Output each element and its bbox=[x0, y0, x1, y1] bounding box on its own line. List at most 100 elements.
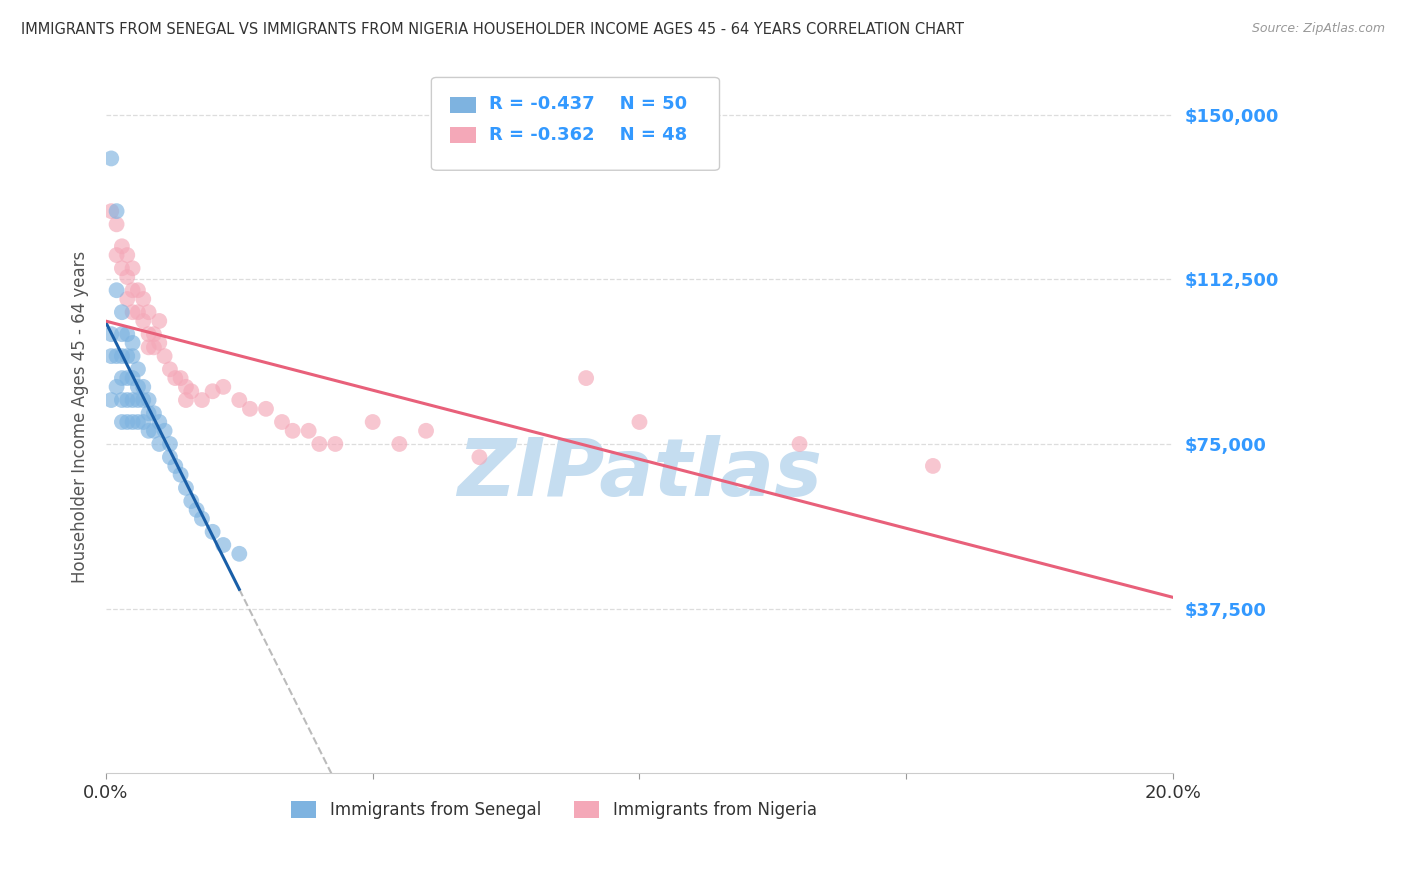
Point bbox=[121, 305, 143, 319]
Point bbox=[127, 362, 149, 376]
Point bbox=[575, 371, 598, 385]
Point bbox=[117, 392, 139, 407]
Point bbox=[132, 314, 155, 328]
Point bbox=[121, 349, 143, 363]
Point bbox=[169, 467, 191, 482]
Point bbox=[121, 335, 143, 350]
Point bbox=[111, 261, 134, 276]
Point bbox=[111, 371, 134, 385]
Point bbox=[105, 283, 128, 297]
Point bbox=[132, 392, 155, 407]
Point bbox=[228, 392, 250, 407]
Legend: Immigrants from Senegal, Immigrants from Nigeria: Immigrants from Senegal, Immigrants from… bbox=[285, 794, 824, 826]
Point bbox=[388, 437, 411, 451]
Point bbox=[281, 424, 304, 438]
Point bbox=[127, 392, 149, 407]
Point bbox=[117, 415, 139, 429]
Point bbox=[100, 327, 122, 342]
Point bbox=[111, 415, 134, 429]
Point bbox=[159, 437, 181, 451]
Point bbox=[186, 503, 208, 517]
Text: R = -0.437    N = 50: R = -0.437 N = 50 bbox=[489, 95, 688, 113]
Point bbox=[148, 335, 170, 350]
Point bbox=[121, 261, 143, 276]
Point bbox=[201, 384, 224, 399]
Point bbox=[191, 392, 214, 407]
Point bbox=[111, 349, 134, 363]
Point bbox=[121, 371, 143, 385]
Bar bbox=[450, 96, 477, 112]
Point bbox=[105, 349, 128, 363]
Point bbox=[121, 283, 143, 297]
Point bbox=[148, 415, 170, 429]
Point bbox=[111, 392, 134, 407]
Point bbox=[117, 371, 139, 385]
Point bbox=[165, 458, 187, 473]
Point bbox=[174, 392, 197, 407]
Point bbox=[142, 327, 165, 342]
Point bbox=[228, 547, 250, 561]
Point bbox=[138, 305, 160, 319]
Point bbox=[325, 437, 347, 451]
Point bbox=[148, 314, 170, 328]
Text: ZIPatlas: ZIPatlas bbox=[457, 434, 823, 513]
Point bbox=[153, 424, 176, 438]
Point bbox=[138, 406, 160, 420]
Point bbox=[117, 292, 139, 306]
Point bbox=[105, 380, 128, 394]
Point bbox=[100, 349, 122, 363]
Point bbox=[100, 392, 122, 407]
Point bbox=[212, 538, 235, 552]
Point bbox=[127, 305, 149, 319]
Point bbox=[105, 204, 128, 219]
Point bbox=[174, 481, 197, 495]
Point bbox=[111, 239, 134, 253]
Point bbox=[100, 152, 122, 166]
Point bbox=[132, 380, 155, 394]
Point bbox=[148, 437, 170, 451]
Point bbox=[121, 415, 143, 429]
Point bbox=[191, 511, 214, 525]
Point bbox=[789, 437, 811, 451]
Point bbox=[105, 248, 128, 262]
Point bbox=[138, 392, 160, 407]
Point bbox=[169, 371, 191, 385]
Point bbox=[174, 380, 197, 394]
Point bbox=[142, 340, 165, 354]
Point bbox=[153, 349, 176, 363]
Point bbox=[212, 380, 235, 394]
Point bbox=[117, 270, 139, 285]
Point bbox=[922, 458, 945, 473]
Bar bbox=[450, 128, 477, 144]
Point bbox=[117, 248, 139, 262]
Text: IMMIGRANTS FROM SENEGAL VS IMMIGRANTS FROM NIGERIA HOUSEHOLDER INCOME AGES 45 - : IMMIGRANTS FROM SENEGAL VS IMMIGRANTS FR… bbox=[21, 22, 965, 37]
Point bbox=[201, 524, 224, 539]
Point bbox=[138, 424, 160, 438]
Point bbox=[415, 424, 437, 438]
Point bbox=[138, 340, 160, 354]
Point bbox=[308, 437, 330, 451]
Point bbox=[127, 415, 149, 429]
Point bbox=[132, 415, 155, 429]
Point bbox=[138, 327, 160, 342]
Point bbox=[100, 204, 122, 219]
Point bbox=[111, 327, 134, 342]
Point bbox=[132, 292, 155, 306]
Point bbox=[180, 494, 202, 508]
Point bbox=[105, 217, 128, 231]
Point bbox=[111, 305, 134, 319]
Point bbox=[239, 401, 262, 416]
Point bbox=[254, 401, 277, 416]
Point bbox=[142, 424, 165, 438]
Point bbox=[165, 371, 187, 385]
Point bbox=[121, 392, 143, 407]
Point bbox=[142, 406, 165, 420]
Point bbox=[468, 450, 491, 464]
Point bbox=[117, 327, 139, 342]
Point bbox=[127, 283, 149, 297]
FancyBboxPatch shape bbox=[432, 78, 720, 170]
Point bbox=[361, 415, 384, 429]
Point bbox=[159, 362, 181, 376]
Point bbox=[298, 424, 321, 438]
Point bbox=[159, 450, 181, 464]
